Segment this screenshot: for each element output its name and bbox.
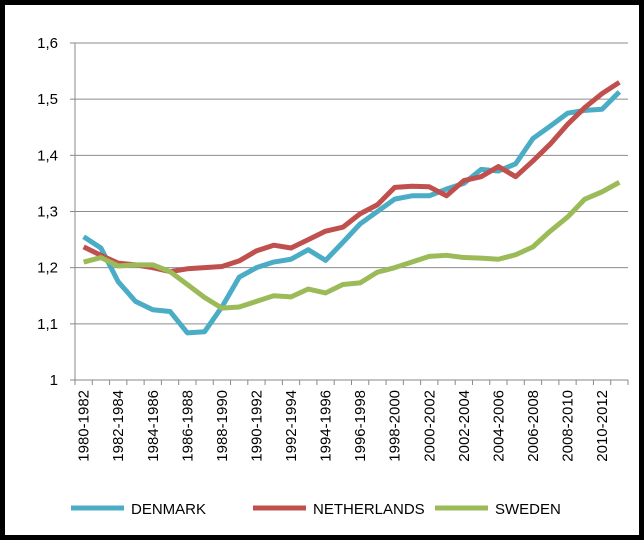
legend-label: NETHERLANDS bbox=[313, 501, 425, 518]
x-tick-label: 2006-2008 bbox=[525, 390, 542, 462]
y-tick-label: 1,6 bbox=[37, 35, 58, 52]
legend-label: SWEDEN bbox=[495, 501, 561, 518]
x-tick-label: 2002-2004 bbox=[456, 390, 473, 462]
x-tick-label: 2000-2002 bbox=[421, 390, 438, 462]
x-tick-label: 2010-2012 bbox=[594, 390, 611, 462]
x-tick-label: 2008-2010 bbox=[560, 390, 577, 462]
legend-label: DENMARK bbox=[131, 501, 206, 518]
x-tick-label: 1984-1986 bbox=[145, 390, 162, 462]
x-tick-label: 1998-2000 bbox=[387, 390, 404, 462]
x-tick-label: 1990-1992 bbox=[248, 390, 265, 462]
x-tick-label: 1982-1984 bbox=[110, 390, 127, 462]
series-line bbox=[82, 90, 622, 336]
y-tick-label: 1 bbox=[50, 372, 58, 389]
y-tick-label: 1,1 bbox=[37, 316, 58, 333]
y-tick-label: 1,4 bbox=[37, 147, 58, 164]
x-tick-label: 1992-1994 bbox=[283, 390, 300, 462]
y-tick-label: 1,5 bbox=[37, 91, 58, 108]
series-line bbox=[83, 180, 621, 311]
y-tick-label: 1,2 bbox=[37, 260, 58, 277]
x-tick-label: 1980-1982 bbox=[76, 390, 93, 462]
x-tick-label: 1996-1998 bbox=[352, 390, 369, 462]
x-tick-label: 1986-1988 bbox=[179, 390, 196, 462]
x-tick-label: 2004-2006 bbox=[490, 390, 507, 462]
x-tick-label: 1988-1990 bbox=[214, 390, 231, 462]
x-tick-label: 1994-1996 bbox=[318, 390, 335, 462]
y-tick-label: 1,3 bbox=[37, 204, 58, 221]
